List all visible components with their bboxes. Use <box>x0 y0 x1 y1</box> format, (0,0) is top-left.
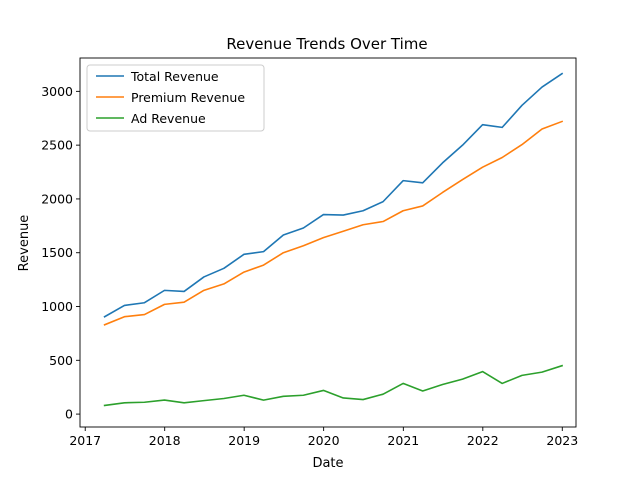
y-tick-label: 500 <box>49 353 73 368</box>
chart-title: Revenue Trends Over Time <box>226 35 427 53</box>
x-tick-label: 2019 <box>228 433 260 448</box>
y-tick-label: 2000 <box>41 191 73 206</box>
y-tick-label: 3000 <box>41 84 73 99</box>
x-tick-label: 2018 <box>149 433 181 448</box>
legend-label-premium-revenue: Premium Revenue <box>131 90 245 105</box>
series-line-ad-revenue <box>103 364 564 407</box>
series-line-premium-revenue <box>103 120 564 326</box>
series-layer <box>103 72 564 407</box>
series-line-total-revenue <box>103 72 564 318</box>
y-tick-label: 0 <box>65 407 73 422</box>
x-axis-label: Date <box>312 456 343 471</box>
legend: Total Revenue Premium Revenue Ad Revenue <box>86 64 265 132</box>
plot-area-frame <box>79 57 577 428</box>
legend-label-ad-revenue: Ad Revenue <box>131 111 206 126</box>
y-tick-label: 2500 <box>41 138 73 153</box>
legend-label-total-revenue: Total Revenue <box>130 69 219 84</box>
x-tick-label: 2023 <box>546 433 578 448</box>
y-axis-label: Revenue <box>17 215 32 272</box>
y-tick-label: 1500 <box>41 245 73 260</box>
x-tick-label: 2021 <box>387 433 419 448</box>
x-tick-label: 2020 <box>308 433 340 448</box>
x-tick-label: 2022 <box>467 433 499 448</box>
y-tick-label: 1000 <box>41 299 73 314</box>
y-axis-ticks: 0 500 1000 1500 2000 2500 3000 <box>41 84 80 422</box>
legend-box <box>86 64 265 132</box>
x-tick-label: 2017 <box>69 433 101 448</box>
x-axis-ticks: 2017 2018 2019 2020 2021 2022 2023 <box>69 427 578 448</box>
